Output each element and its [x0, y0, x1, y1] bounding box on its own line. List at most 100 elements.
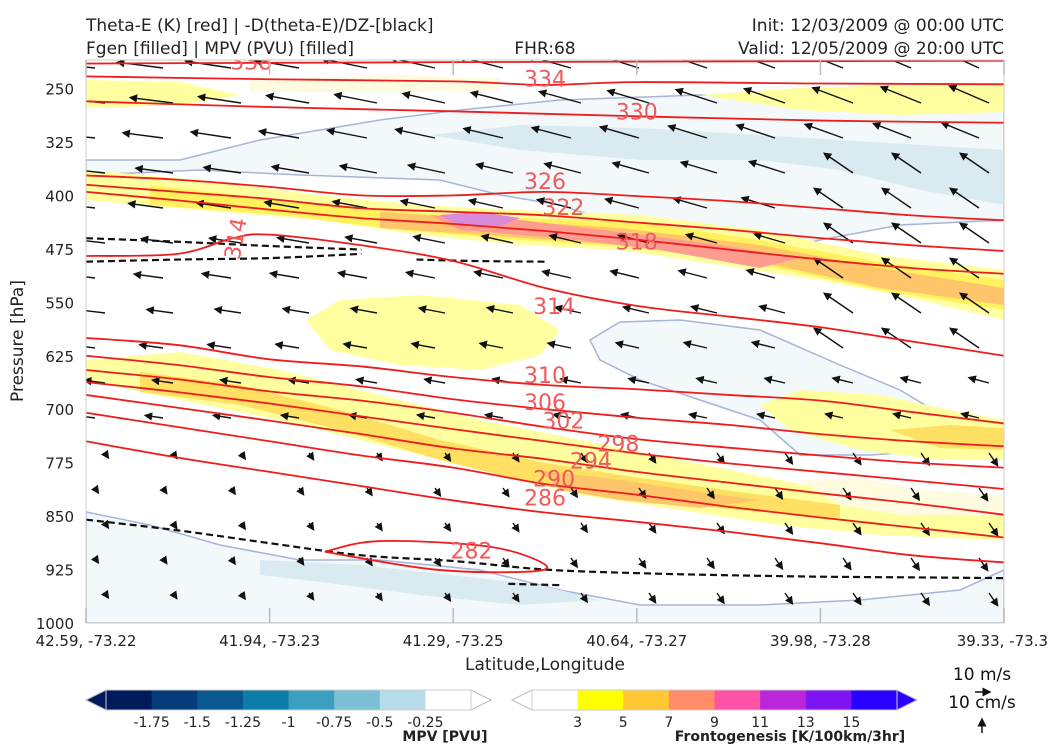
- y-tick-label: 250: [45, 81, 74, 99]
- wind-arrow: [674, 87, 718, 104]
- wind-arrow: [485, 304, 514, 314]
- colorbar-tick-label: 3: [573, 715, 582, 731]
- wind-arrow: [682, 340, 708, 349]
- wind-arrow: [511, 522, 520, 533]
- wind-arrow: [410, 340, 436, 350]
- chart-title-line2: Fgen [filled] | MPV (PVU) [filled]: [86, 39, 354, 59]
- theta-e-label-326: 326: [524, 170, 566, 195]
- wind-arrow: [263, 199, 300, 209]
- wind-arrow: [690, 304, 718, 314]
- wind-arrow: [750, 339, 776, 349]
- fgen-fill-right-5: [890, 425, 1004, 450]
- fgen-colorbar: 3 5 7 9 11 13 15: [510, 689, 919, 731]
- wind-arrow: [948, 187, 980, 209]
- theta-e-contour-labels: 3383343303263223183143103063022982942902…: [221, 50, 658, 564]
- wind-arrow: [213, 305, 242, 315]
- colorbar-tick-label: 13: [797, 715, 815, 731]
- fgen-fill-lower-7: [540, 470, 760, 508]
- wind-arrow: [638, 557, 647, 569]
- wind-arrow: [621, 304, 650, 314]
- wind-arrow: [745, 268, 776, 279]
- wind-arrow: [306, 591, 315, 601]
- wind-arrow: [442, 452, 452, 463]
- wind-arrow: [462, 126, 504, 139]
- wind-arrow: [296, 556, 305, 566]
- wind-arrow: [467, 197, 504, 209]
- theta-e-label-338: 338: [230, 50, 272, 75]
- fgen-fill-upper-9: [430, 215, 800, 268]
- wind-arrow: [473, 269, 504, 279]
- wind-arrow: [257, 128, 300, 139]
- theta-e-contour-318: [86, 190, 1004, 275]
- theta-e-label-286: 286: [524, 487, 566, 512]
- colorbar-frame: [105, 689, 472, 711]
- wind-arrow: [695, 375, 718, 385]
- valid-time: Valid: 12/05/2009 @ 20:00 UTC: [738, 39, 1004, 59]
- wind-arrow: [143, 412, 164, 421]
- wind-arrow: [831, 375, 854, 384]
- wind-arrow: [483, 411, 504, 421]
- theta-e-contour-330: [86, 100, 1004, 124]
- wind-arrow: [890, 222, 922, 244]
- wind-arrow: [569, 487, 579, 499]
- wind-arrow: [342, 340, 368, 350]
- dthetae-dz-contour: [86, 518, 1004, 580]
- y-tick-label: 850: [45, 508, 74, 526]
- wind-arrow: [784, 592, 794, 606]
- y-tick-label: 925: [45, 562, 74, 580]
- wind-arrow: [537, 89, 582, 104]
- wind-arrow: [121, 129, 164, 139]
- wind-arrow: [325, 127, 368, 139]
- wind-arrow: [958, 292, 990, 314]
- x-axis-label: Latitude,Longitude: [465, 655, 625, 675]
- theta-e-label-298: 298: [597, 432, 639, 457]
- wind-arrow: [475, 161, 514, 174]
- colorbar-swatch: [577, 690, 624, 710]
- wind-arrow: [706, 557, 715, 570]
- colorbar-swatch: [532, 690, 579, 710]
- y-tick-label: 625: [45, 348, 74, 366]
- wind-arrow: [336, 269, 368, 279]
- wind-arrow: [227, 555, 236, 566]
- wind-arrow: [252, 60, 300, 69]
- wind-arrow: [270, 163, 310, 174]
- wind-arrow: [763, 375, 786, 384]
- wind-arrow: [667, 124, 708, 139]
- wind-arrow: [880, 257, 912, 279]
- wind-arrow: [852, 592, 862, 606]
- wind-arrow: [842, 487, 852, 501]
- dthetae-dz-contours: [86, 237, 1004, 587]
- wind-arrow: [333, 91, 378, 104]
- wind-arrow: [803, 122, 844, 139]
- wind-arrow: [86, 136, 96, 139]
- theta-e-label-330: 330: [616, 100, 658, 125]
- mpv-fill-upper: [86, 94, 1004, 256]
- wind-arrow: [442, 592, 452, 603]
- wind-arrow: [406, 162, 446, 174]
- colorbar-tick-label: 7: [664, 715, 673, 731]
- wind-arrow: [237, 590, 246, 601]
- wind-arrow: [132, 270, 164, 280]
- wind-arrow: [677, 268, 708, 279]
- colorbar-tick-label: -1: [282, 715, 296, 731]
- mpv-fill-upper-dark: [430, 125, 1004, 205]
- y-tick-label: 775: [45, 455, 74, 473]
- wind-arrow: [967, 375, 990, 384]
- wind-arrow: [606, 88, 650, 104]
- theta-e-label-294: 294: [570, 450, 612, 475]
- theta-e-contour-310: [86, 337, 1004, 425]
- wind-arrow: [879, 85, 922, 104]
- fgen-fill-lower-3: [86, 352, 1004, 540]
- colorbar-swatch: [760, 690, 807, 710]
- wind-arrow: [958, 152, 990, 174]
- wind-arrow: [579, 522, 589, 534]
- y-axis-ticks: 250 325 400 475 550 625 700 775 850 925 1000: [36, 81, 74, 633]
- wind-arrow: [812, 327, 844, 349]
- wind-arrow: [404, 269, 436, 279]
- wind-arrow: [399, 198, 436, 209]
- wind-arrow: [548, 233, 582, 244]
- wind-arrow: [355, 376, 378, 385]
- wind-arrow: [604, 196, 640, 209]
- dthetae-dz-contour: [416, 258, 546, 263]
